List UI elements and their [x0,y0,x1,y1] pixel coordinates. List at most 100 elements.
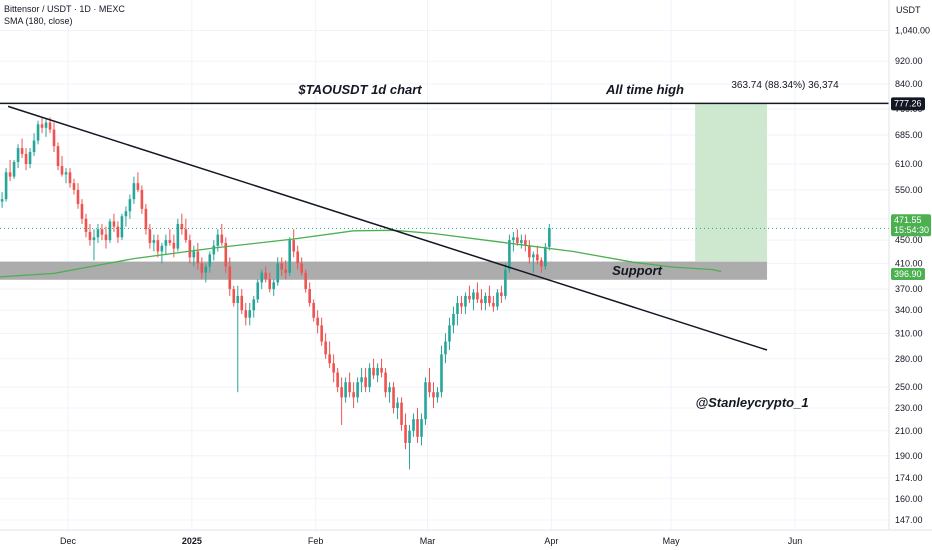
candle [504,263,507,300]
candle-body [336,372,339,388]
candle-body [52,129,56,147]
candle-body [512,237,515,241]
candle [36,120,40,145]
candle-body [120,216,124,238]
candle-body [208,254,212,267]
candle [192,245,196,267]
candle-body [88,231,92,241]
candle-body [324,341,327,355]
measure-box [695,103,768,262]
candle [316,310,319,334]
candle-body [488,295,491,303]
candle-body [480,299,483,303]
candle-body [204,266,208,273]
candle-body [4,172,8,200]
x-tick-label: Jun [788,536,803,546]
y-tick-label: 370.00 [895,284,923,294]
candle-body [376,367,379,376]
candle [124,206,128,227]
y-tick-label: 310.00 [895,328,923,338]
candle [212,240,216,261]
candle [480,289,483,311]
candle-body [372,367,375,376]
candle [268,272,272,293]
y-tick-label: 160.00 [895,494,923,504]
candle [168,229,172,246]
candle [428,367,431,398]
candle [0,192,4,208]
candle [288,237,291,276]
candle-body [180,223,184,230]
candle-body [24,153,28,165]
x-tick-label: Feb [308,536,324,546]
candle [232,285,236,307]
time-axis[interactable]: Dec 2025 Feb Mar Apr May Jun [60,536,802,546]
candle [388,382,391,403]
candle [20,138,24,158]
candle-body [44,122,48,128]
candle [120,213,124,241]
candle-body [128,199,132,212]
candle [180,213,184,235]
candle [108,218,112,243]
descending-trendline [7,105,768,351]
candle-body [292,240,295,252]
candle-body [256,282,260,300]
trendline-layer [7,105,768,351]
candle [372,358,375,380]
candle-body [304,272,307,290]
candle-body [516,237,519,243]
candle [548,223,551,251]
candle-body [420,419,423,437]
candle-body [0,199,4,202]
candle [432,382,435,409]
candle [244,302,248,326]
candle [340,377,343,425]
candle-body [508,240,511,270]
candle-body [212,245,216,255]
candle [376,363,379,383]
candle-body [40,124,44,128]
candle-body [300,263,303,273]
sma-line [0,229,722,278]
y-tick-label: 210.00 [895,426,923,436]
candle-body [280,263,284,270]
candle-body [412,419,415,431]
candle-body [364,377,367,388]
candles-layer [0,117,551,470]
candle [188,234,192,264]
candle-body [136,183,140,190]
candle [228,257,232,296]
candle-body [540,260,543,267]
candle-body [528,245,531,258]
candle-body [200,263,204,273]
sma-layer [0,229,722,278]
y-tick-label: 685.00 [895,130,923,140]
symbol-title[interactable]: Bittensor / USDT · 1D · MEXC [4,4,125,14]
candle-body [116,226,120,238]
candle-body [148,229,152,243]
candle [420,413,423,446]
candle [196,242,200,270]
candle [140,185,144,214]
y-tick-label: 147.00 [895,515,923,525]
candle-body [500,292,503,296]
candle [424,377,427,425]
watermark-handle: @Stanleycrypto_1 [695,395,808,410]
indicator-legend[interactable]: SMA (180, close) [4,16,73,26]
y-tick-label: 190.00 [895,451,923,461]
candle [392,382,395,414]
candle [84,213,88,238]
candle-body [192,251,196,258]
candle [224,237,228,273]
candle-body [396,402,399,409]
candle [52,122,56,152]
candle [464,292,467,314]
candle [516,229,519,246]
candle-body [76,189,80,204]
candle-body [460,302,463,307]
sma-price-label: 396.90 [894,269,922,279]
candle-body [64,172,68,175]
bar-countdown: 15:54:30 [894,225,929,235]
